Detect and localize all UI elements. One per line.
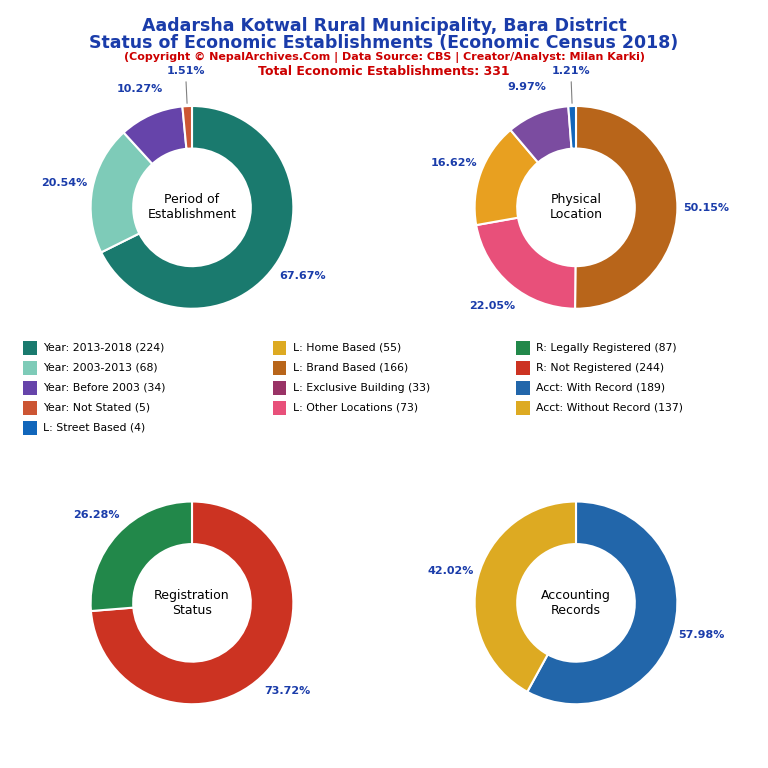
Text: 26.28%: 26.28% <box>74 510 120 520</box>
Text: 1.21%: 1.21% <box>551 66 590 103</box>
Text: 67.67%: 67.67% <box>279 271 326 281</box>
Text: Acct: Without Record (137): Acct: Without Record (137) <box>536 402 683 413</box>
Wedge shape <box>101 106 293 309</box>
Text: Year: Before 2003 (34): Year: Before 2003 (34) <box>43 382 166 393</box>
Text: R: Not Registered (244): R: Not Registered (244) <box>536 362 664 373</box>
Wedge shape <box>124 107 187 164</box>
Text: L: Brand Based (166): L: Brand Based (166) <box>293 362 408 373</box>
Text: L: Home Based (55): L: Home Based (55) <box>293 343 401 353</box>
Wedge shape <box>568 106 576 149</box>
Text: Accounting
Records: Accounting Records <box>541 589 611 617</box>
Text: Acct: With Record (189): Acct: With Record (189) <box>536 382 665 393</box>
Text: R: Legally Registered (87): R: Legally Registered (87) <box>536 343 677 353</box>
Wedge shape <box>511 106 571 163</box>
Wedge shape <box>475 130 538 225</box>
Text: 20.54%: 20.54% <box>41 178 88 188</box>
Text: L: Street Based (4): L: Street Based (4) <box>43 422 145 433</box>
Text: 22.05%: 22.05% <box>469 301 515 312</box>
Text: 50.15%: 50.15% <box>683 203 729 213</box>
Text: 9.97%: 9.97% <box>508 82 546 92</box>
Text: L: Other Locations (73): L: Other Locations (73) <box>293 402 418 413</box>
Text: Physical
Location: Physical Location <box>549 194 603 221</box>
Text: Total Economic Establishments: 331: Total Economic Establishments: 331 <box>258 65 510 78</box>
Text: Year: 2003-2013 (68): Year: 2003-2013 (68) <box>43 362 157 373</box>
Wedge shape <box>91 502 192 611</box>
Wedge shape <box>91 502 293 704</box>
Wedge shape <box>528 502 677 704</box>
Text: 57.98%: 57.98% <box>678 630 725 640</box>
Text: Status of Economic Establishments (Economic Census 2018): Status of Economic Establishments (Econo… <box>89 34 679 51</box>
Wedge shape <box>182 106 192 149</box>
Wedge shape <box>476 217 575 309</box>
Text: Year: Not Stated (5): Year: Not Stated (5) <box>43 402 150 413</box>
Text: Period of
Establishment: Period of Establishment <box>147 194 237 221</box>
Text: 16.62%: 16.62% <box>431 158 477 168</box>
Text: 1.51%: 1.51% <box>167 66 205 104</box>
Wedge shape <box>475 502 576 692</box>
Text: Year: 2013-2018 (224): Year: 2013-2018 (224) <box>43 343 164 353</box>
Text: L: Exclusive Building (33): L: Exclusive Building (33) <box>293 382 430 393</box>
Text: Aadarsha Kotwal Rural Municipality, Bara District: Aadarsha Kotwal Rural Municipality, Bara… <box>141 17 627 35</box>
Text: 42.02%: 42.02% <box>427 566 474 576</box>
Text: Registration
Status: Registration Status <box>154 589 230 617</box>
Text: 73.72%: 73.72% <box>264 686 310 696</box>
Text: (Copyright © NepalArchives.Com | Data Source: CBS | Creator/Analyst: Milan Karki: (Copyright © NepalArchives.Com | Data So… <box>124 51 644 62</box>
Wedge shape <box>575 106 677 309</box>
Text: 10.27%: 10.27% <box>116 84 163 94</box>
Wedge shape <box>91 133 152 253</box>
